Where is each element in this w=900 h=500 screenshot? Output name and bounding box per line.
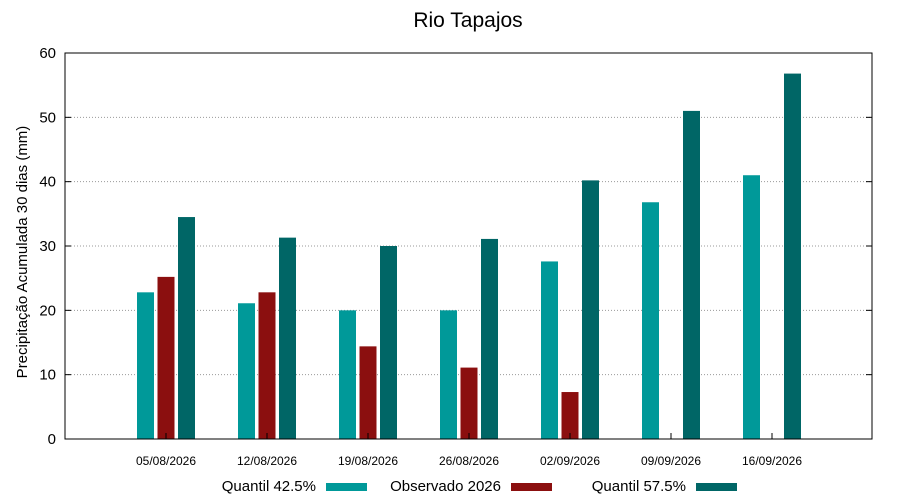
bar [460, 367, 478, 439]
bar [359, 346, 377, 439]
bar [582, 180, 599, 439]
legend-swatch [326, 483, 367, 491]
legend-label: Observado 2026 [390, 478, 501, 495]
bar [784, 73, 801, 439]
bar [380, 246, 397, 439]
x-tick-label: 26/08/2026 [439, 454, 499, 468]
bars [137, 73, 801, 440]
y-axis-label: Precipitação Acumulada 30 dias (mm) [14, 126, 31, 379]
y-tick-label: 40 [39, 174, 56, 191]
y-tick-label: 10 [39, 367, 56, 384]
bar [642, 202, 659, 439]
legend: Quantil 42.5% Observado 2026 Quantil 57.5% [222, 478, 737, 495]
x-tick-label: 09/09/2026 [641, 454, 701, 468]
y-tick-label: 30 [39, 238, 56, 255]
y-tick-label: 50 [39, 109, 56, 126]
gridlines [65, 116, 872, 376]
bar [157, 276, 175, 439]
legend-label: Quantil 42.5% [222, 478, 316, 495]
bar [339, 310, 356, 439]
legend-swatch [511, 483, 552, 491]
bar [279, 237, 296, 439]
x-tick-label: 02/09/2026 [540, 454, 600, 468]
y-tick-label: 0 [48, 431, 56, 448]
chart-title: Rio Tapajos [413, 9, 522, 32]
bar [178, 217, 195, 439]
x-tick-label: 05/08/2026 [136, 454, 196, 468]
x-axis-ticks: 05/08/2026 12/08/2026 19/08/2026 26/08/2026… [136, 433, 802, 468]
bar [137, 292, 154, 439]
y-tick-label: 20 [39, 302, 56, 319]
bar [743, 175, 760, 439]
bar [238, 303, 255, 439]
bar [440, 310, 457, 439]
bar [683, 110, 700, 440]
bar [258, 292, 276, 439]
bar [541, 261, 558, 439]
x-tick-label: 16/09/2026 [742, 454, 802, 468]
bar [561, 392, 579, 439]
y-tick-label: 60 [39, 45, 56, 62]
plot-frame [64, 52, 873, 440]
legend-swatch [696, 483, 737, 491]
x-tick-label: 19/08/2026 [338, 454, 398, 468]
legend-label: Quantil 57.5% [592, 478, 686, 495]
x-tick-label: 12/08/2026 [237, 454, 297, 468]
bar [481, 238, 498, 439]
